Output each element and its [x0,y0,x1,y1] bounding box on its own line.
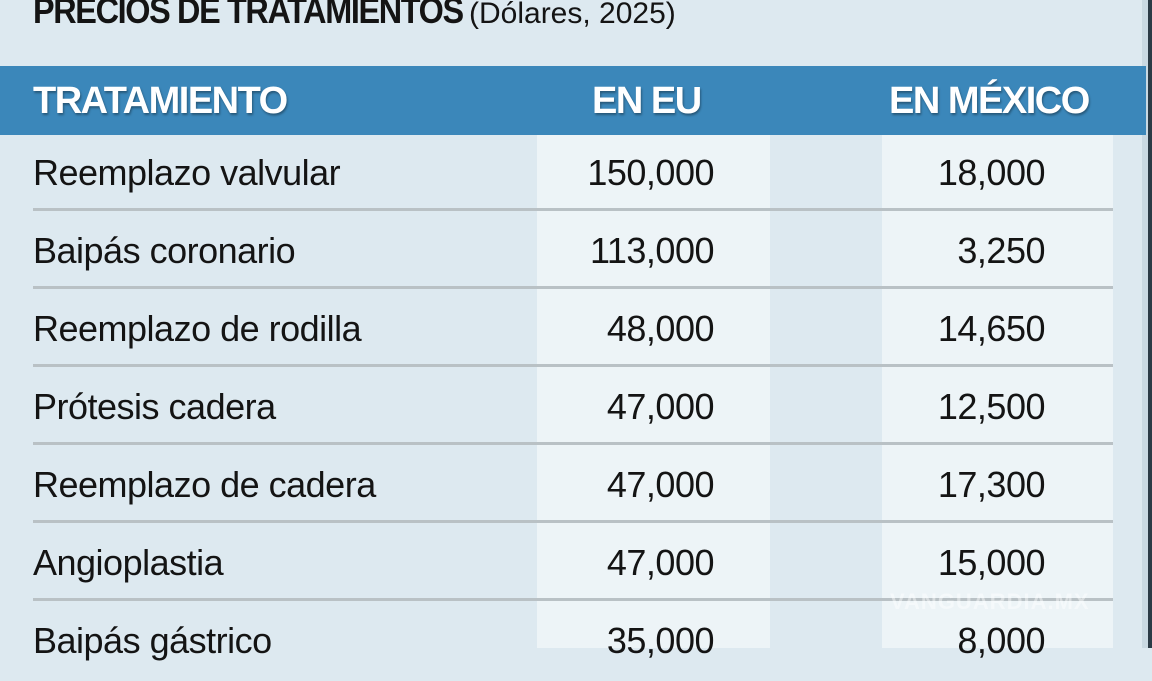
row-divider [33,598,1113,601]
table-row: Reemplazo de cadera 47,000 17,300 [0,447,1146,525]
row-divider [33,364,1113,367]
treatment-name: Prótesis cadera [33,386,276,427]
table-row: Prótesis cadera 47,000 12,500 [0,369,1146,447]
treatment-name: Reemplazo de rodilla [33,308,362,349]
price-mexico: 17,300 [937,464,1046,505]
price-mexico: 14,650 [937,308,1046,349]
header-en-mexico: EN MÉXICO [889,80,1090,122]
header-tratamiento: TRATAMIENTO [33,80,288,122]
price-mexico: 3,250 [957,230,1045,271]
treatment-name: Reemplazo de cadera [33,464,376,505]
table-row: Reemplazo valvular 150,000 18,000 [0,135,1146,213]
table-row: Reemplazo de rodilla 48,000 14,650 [0,291,1146,369]
price-eu: 35,000 [606,620,715,661]
table-header: TRATAMIENTO EN EU EN MÉXICO [0,66,1146,135]
treatment-name: Baipás gástrico [33,620,272,661]
row-divider [33,520,1113,523]
right-border-light [1142,0,1148,648]
price-mexico: 12,500 [937,386,1046,427]
price-mexico: 18,000 [937,152,1046,193]
price-mexico: 8,000 [957,620,1045,661]
treatment-name: Baipás coronario [33,230,296,271]
mexico-column-panel [882,135,1113,648]
price-eu: 48,000 [606,308,715,349]
title-text: PRECIOS DE TRATAMIENTOS [33,0,464,31]
right-border [1148,0,1152,648]
price-eu: 47,000 [606,464,715,505]
table-title: PRECIOS DE TRATAMIENTOS (Dólares, 2025) [33,0,676,32]
treatment-name: Angioplastia [33,542,224,583]
table-row: Angioplastia 47,000 15,000 [0,525,1146,603]
subtitle-text: (Dólares, 2025) [469,0,676,30]
eu-column-panel [537,135,770,648]
watermark: VANGUARDIA.MX [890,589,1090,614]
row-divider [33,208,1113,211]
row-divider [33,286,1113,289]
treatment-name: Reemplazo valvular [33,152,341,193]
price-eu: 113,000 [590,230,714,271]
row-divider [33,442,1113,445]
table-row: Baipás coronario 113,000 3,250 [0,213,1146,291]
price-eu: 47,000 [606,542,715,583]
price-eu: 150,000 [587,152,714,193]
price-eu: 47,000 [606,386,715,427]
price-mexico: 15,000 [937,542,1046,583]
header-en-eu: EN EU [592,80,702,122]
